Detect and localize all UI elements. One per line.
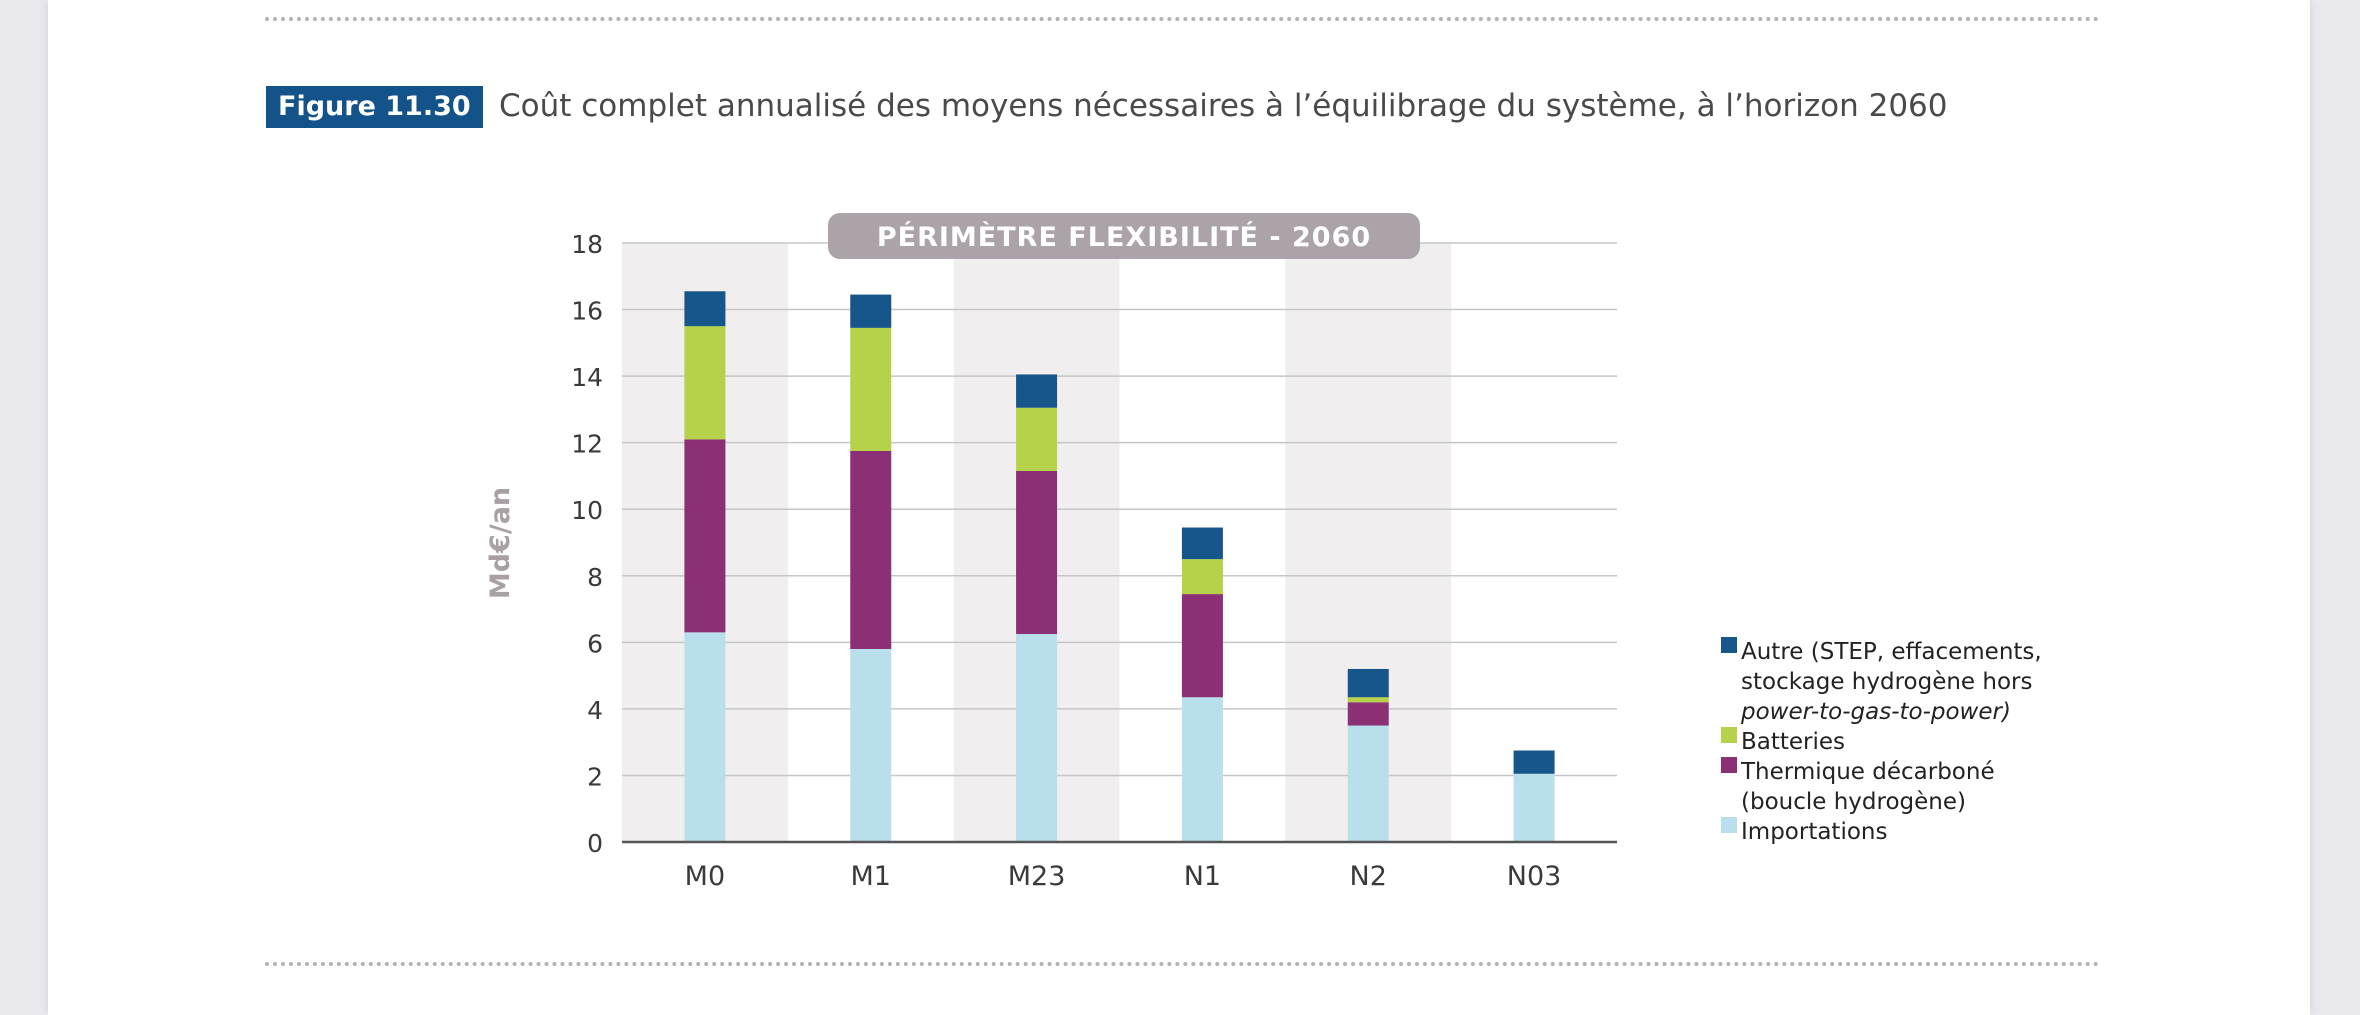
legend-label: Autre (STEP, effacements, (1741, 639, 2042, 665)
x-tick-label-M0: M0 (685, 861, 725, 892)
bar-M0-thermique (684, 439, 726, 633)
legend-label: Batteries (1741, 729, 1845, 755)
bar-M23-thermique (1016, 470, 1058, 635)
bar-M0-importations (684, 632, 726, 842)
bar-M1-autre (850, 294, 892, 328)
bar-M1-thermique (850, 450, 892, 649)
bar-N2-batteries (1347, 697, 1389, 703)
bar-M23-importations (1016, 634, 1058, 842)
legend-swatch-0 (1721, 637, 1737, 653)
x-tick-label-M1: M1 (851, 861, 891, 892)
y-tick-label: 4 (587, 696, 603, 725)
top-divider (265, 17, 2100, 21)
y-tick-label: 18 (571, 230, 603, 259)
x-tick-label-N03: N03 (1507, 861, 1562, 892)
y-tick-label: 16 (571, 297, 603, 326)
y-tick-label: 0 (587, 829, 603, 858)
y-axis-label: Md€/an (485, 487, 516, 599)
bottom-divider (265, 962, 2100, 966)
bar-N2-importations (1347, 725, 1389, 842)
bar-M23-autre (1016, 374, 1058, 408)
bar-M1-importations (850, 648, 892, 842)
page (48, 0, 2310, 1015)
figure-label: Figure 11.30 (266, 86, 483, 128)
bar-N1-importations (1181, 697, 1223, 842)
y-tick-label: 2 (587, 762, 603, 791)
bar-N1-autre (1181, 527, 1223, 560)
y-tick-label: 6 (587, 629, 603, 658)
bar-N2-autre (1347, 668, 1389, 698)
chart-banner: PÉRIMÈTRE FLEXIBILITÉ - 2060 (877, 221, 1371, 253)
legend-swatch-3 (1721, 817, 1737, 833)
x-tick-label-N1: N1 (1184, 861, 1221, 892)
legend-label: Importations (1741, 819, 1887, 845)
legend-label-italic: power-to-gas-to-power) (1740, 699, 2011, 725)
legend-swatch-2 (1721, 757, 1737, 773)
legend-swatch-1 (1721, 727, 1737, 743)
bar-M0-batteries (684, 326, 726, 440)
x-tick-label-M23: M23 (1008, 861, 1066, 892)
x-tick-label-N2: N2 (1350, 861, 1387, 892)
bar-M23-batteries (1016, 407, 1058, 471)
bar-N1-thermique (1181, 594, 1223, 698)
bar-N1-batteries (1181, 559, 1223, 595)
y-tick-label: 14 (571, 363, 603, 392)
y-tick-label: 12 (571, 430, 603, 459)
legend-label: stockage hydrogène hors (1741, 669, 2032, 695)
bar-M0-autre (684, 291, 726, 327)
banner-box (828, 213, 1420, 259)
legend-label: (boucle hydrogène) (1741, 789, 1966, 815)
bar-N03-autre (1513, 750, 1555, 774)
y-tick-label: 8 (587, 563, 603, 592)
figure-title: Coût complet annualisé des moyens nécess… (499, 88, 1948, 124)
bar-N2-thermique (1347, 702, 1389, 726)
legend-label: Thermique décarboné (1740, 759, 1995, 785)
y-tick-label: 10 (571, 496, 603, 525)
bar-M1-batteries (850, 327, 892, 451)
bar-N03-importations (1513, 773, 1555, 842)
